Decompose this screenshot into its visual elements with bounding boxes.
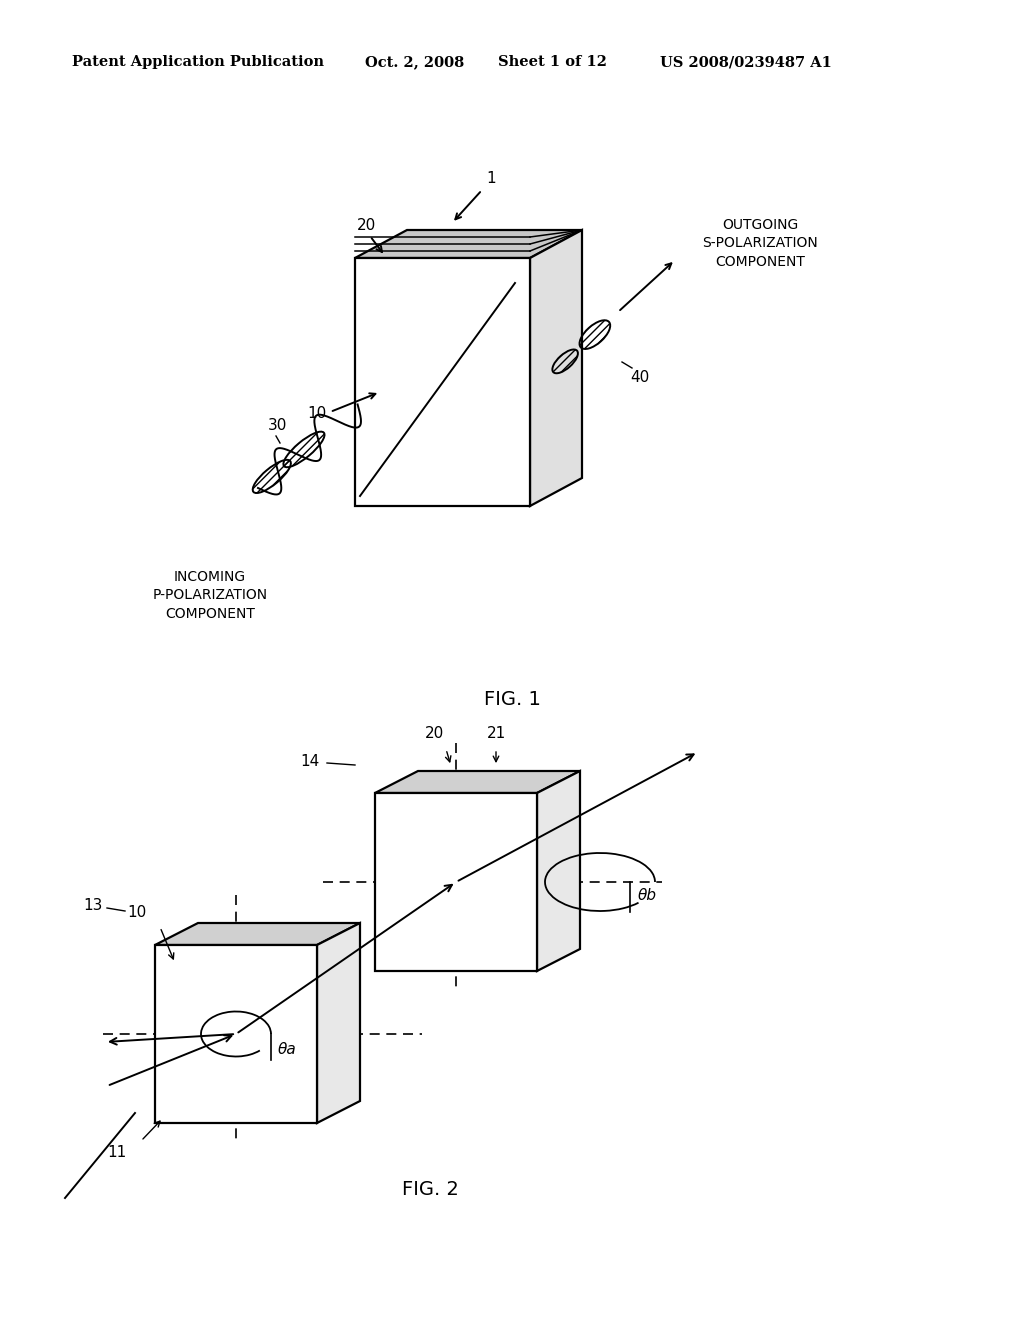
Polygon shape	[355, 257, 530, 506]
Text: FIG. 1: FIG. 1	[483, 690, 541, 709]
Polygon shape	[155, 923, 360, 945]
Polygon shape	[375, 793, 537, 972]
Text: INCOMING
P-POLARIZATION
COMPONENT: INCOMING P-POLARIZATION COMPONENT	[153, 570, 267, 620]
Polygon shape	[317, 923, 360, 1123]
Text: Patent Application Publication: Patent Application Publication	[72, 55, 324, 69]
Text: Oct. 2, 2008: Oct. 2, 2008	[365, 55, 464, 69]
Text: 11: 11	[108, 1144, 127, 1160]
Text: θb: θb	[638, 888, 657, 903]
Text: 1: 1	[486, 172, 496, 186]
Text: Sheet 1 of 12: Sheet 1 of 12	[498, 55, 607, 69]
Text: 14: 14	[301, 754, 319, 768]
Polygon shape	[537, 771, 580, 972]
Text: 40: 40	[630, 370, 649, 385]
Polygon shape	[155, 945, 317, 1123]
Text: θa: θa	[278, 1043, 297, 1057]
Text: 21: 21	[486, 726, 506, 741]
Text: US 2008/0239487 A1: US 2008/0239487 A1	[660, 55, 831, 69]
Text: 20: 20	[357, 218, 377, 234]
Text: 13: 13	[84, 898, 103, 912]
Polygon shape	[530, 230, 582, 506]
Text: 10: 10	[128, 906, 147, 920]
Polygon shape	[375, 771, 580, 793]
Text: 20: 20	[424, 726, 443, 741]
Polygon shape	[355, 230, 582, 257]
Text: 30: 30	[268, 418, 288, 433]
Text: 10: 10	[308, 407, 327, 421]
Text: OUTGOING
S-POLARIZATION
COMPONENT: OUTGOING S-POLARIZATION COMPONENT	[702, 218, 818, 269]
Text: FIG. 2: FIG. 2	[401, 1180, 459, 1199]
